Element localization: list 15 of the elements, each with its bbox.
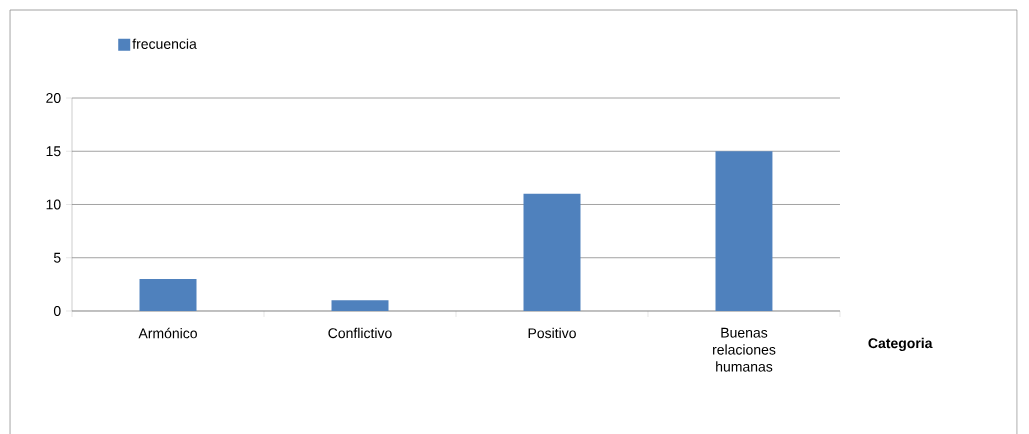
y-tick-label: 5 (53, 252, 61, 263)
x-tick-label: Buenas relaciones humanas (713, 327, 776, 372)
legend-label: frecuencia (132, 38, 197, 49)
y-tick-label: 10 (46, 199, 61, 210)
x-tick-label: Armónico (138, 327, 197, 339)
bar (331, 300, 389, 311)
x-tick-label: Conflictivo (328, 327, 392, 339)
y-tick-label: 20 (46, 93, 61, 103)
y-tick-label: 15 (46, 146, 61, 157)
bar (715, 151, 773, 311)
y-tick-label: 0 (53, 306, 61, 316)
x-tick-label: Positivo (528, 327, 576, 339)
bar (139, 279, 197, 311)
bar (523, 193, 581, 311)
x-axis-title: Categoria (868, 337, 933, 351)
